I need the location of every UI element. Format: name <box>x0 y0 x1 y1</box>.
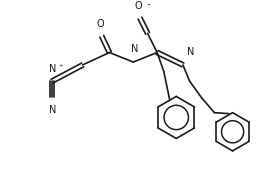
Text: N: N <box>49 63 57 73</box>
Text: O: O <box>134 1 142 11</box>
Text: $^+$: $^+$ <box>57 64 64 70</box>
Text: $^-$: $^-$ <box>145 2 152 8</box>
Text: N: N <box>49 105 57 115</box>
Text: O: O <box>96 19 104 29</box>
Text: N: N <box>187 47 194 57</box>
Text: N: N <box>131 44 139 54</box>
